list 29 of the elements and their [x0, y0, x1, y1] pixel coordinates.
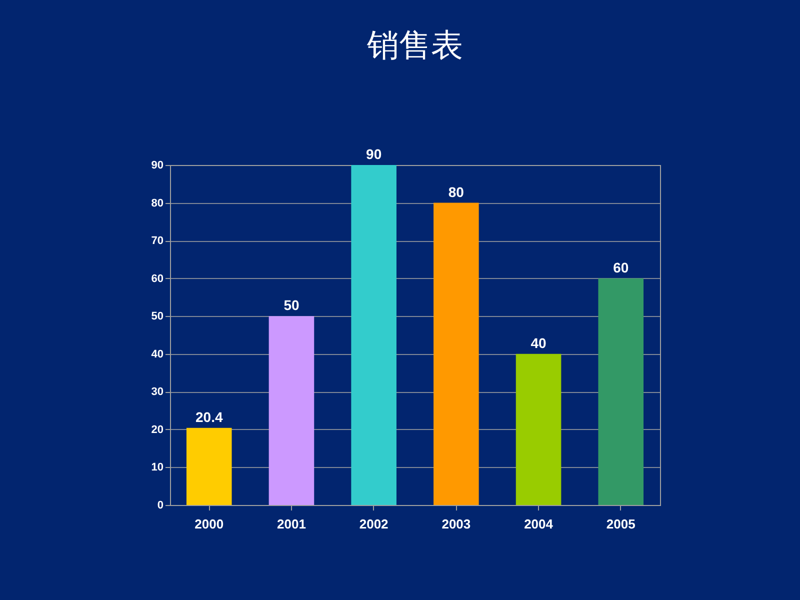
y-tick-label: 90: [151, 160, 164, 172]
data-label: 60: [613, 259, 629, 276]
y-tick-label: 40: [151, 348, 164, 360]
bar: [434, 202, 479, 505]
x-tick-label: 2002: [359, 516, 388, 532]
y-tick-label: 80: [151, 197, 164, 210]
x-tick-label: 2001: [277, 516, 306, 532]
data-label: 50: [284, 297, 300, 314]
y-tick-label: 60: [151, 272, 164, 285]
data-label: 80: [448, 184, 464, 200]
x-tick-label: 2005: [606, 516, 636, 532]
data-label: 20.4: [195, 408, 223, 425]
x-tick-label: 2000: [194, 516, 224, 532]
x-tick-label: 2003: [442, 516, 471, 532]
y-tick-label: 70: [151, 235, 164, 248]
bar: [598, 278, 644, 505]
bar: [186, 428, 232, 505]
x-tick-label: 2004: [524, 516, 554, 532]
bar: [351, 165, 396, 505]
y-tick-label: 10: [151, 462, 164, 474]
y-tick-label: 20: [151, 424, 164, 436]
data-label: 90: [366, 146, 382, 162]
y-tick-label: 0: [157, 500, 164, 512]
data-label: 40: [530, 334, 547, 351]
chart-title: 销售表: [366, 26, 463, 64]
bar: [516, 354, 562, 505]
y-tick-label: 30: [151, 386, 164, 398]
y-tick-label: 50: [151, 310, 164, 323]
bar: [268, 316, 314, 505]
